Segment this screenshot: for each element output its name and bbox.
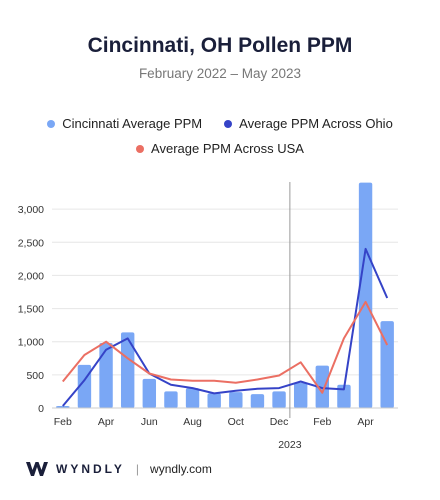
legend-label-cincinnati: Cincinnati Average PPM	[62, 116, 203, 131]
bar	[272, 391, 286, 408]
bar	[164, 391, 178, 408]
y-tick-label: 2,500	[18, 237, 44, 249]
bar	[380, 321, 394, 408]
bar	[293, 382, 308, 408]
brand-footer: WYNDLY | wyndly.com	[26, 462, 212, 476]
bar	[207, 393, 221, 408]
brand-separator: |	[135, 462, 140, 476]
y-tick-label: 1,500	[18, 304, 44, 316]
chart-subtitle: February 2022 – May 2023	[138, 66, 302, 81]
wyndly-logo-icon	[26, 462, 48, 476]
bar	[250, 394, 265, 408]
series-line	[62, 300, 389, 394]
x-tick-label: Aug	[183, 416, 202, 428]
x-tick-label: Feb	[313, 416, 331, 428]
y-tick-label: 500	[26, 370, 44, 382]
bar	[185, 388, 200, 408]
y-tick-label: 2,000	[18, 270, 44, 282]
legend-item-ohio: Average PPM Across Ohio	[224, 116, 393, 131]
legend-marker-cincinnati	[47, 119, 56, 128]
legend-label-usa: Average PPM Across USA	[151, 141, 304, 156]
y-tick-label: 3,000	[18, 204, 44, 216]
x-tick-label: Dec	[270, 416, 289, 428]
bar	[315, 365, 330, 408]
legend-item-usa: Average PPM Across USA	[136, 141, 304, 156]
legend-row-1: Cincinnati Average PPM Average PPM Acros…	[0, 116, 440, 131]
legend-marker-usa	[136, 144, 145, 153]
legend-marker-ohio	[224, 119, 233, 128]
x-tick-label: Oct	[228, 416, 244, 428]
y-tick-label: 0	[38, 403, 44, 415]
x-tick-label: Feb	[54, 416, 72, 428]
series-line	[62, 247, 389, 407]
x-tick-label: Apr	[357, 416, 374, 428]
chart-title: Cincinnati, OH Pollen PPM	[87, 34, 353, 57]
bar	[229, 392, 243, 408]
legend-label-ohio: Average PPM Across Ohio	[239, 116, 393, 131]
x-tick-label: Jun	[141, 416, 158, 428]
y-tick-label: 1,000	[18, 337, 44, 349]
legend-item-cincinnati: Cincinnati Average PPM	[47, 116, 202, 131]
brand-name: WYNDLY	[56, 462, 125, 476]
x-tick-label: Apr	[98, 416, 115, 428]
bar	[142, 378, 157, 408]
bar	[99, 343, 113, 408]
bar	[120, 332, 135, 408]
bar	[358, 182, 373, 408]
bar	[337, 384, 351, 408]
x-year-label: 2023	[278, 439, 302, 451]
legend-row-2: Average PPM Across USA	[0, 141, 440, 156]
brand-url[interactable]: wyndly.com	[150, 462, 212, 476]
